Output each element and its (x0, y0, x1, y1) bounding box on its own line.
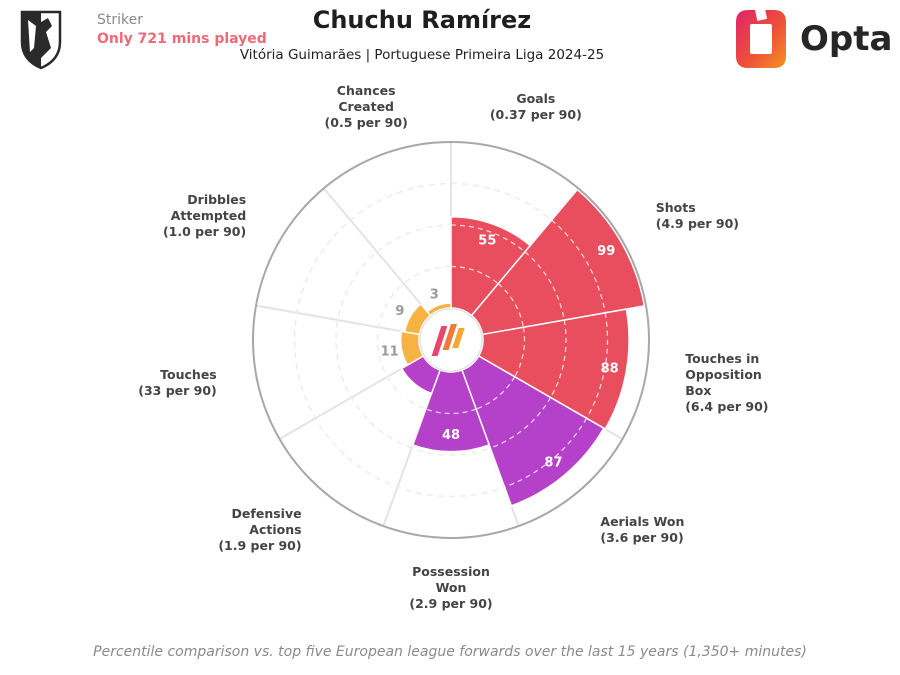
opta-brand: Opta (734, 8, 894, 70)
category-label: Aerials Won(3.6 per 90) (600, 514, 684, 545)
value-label: 99 (597, 244, 615, 259)
radar-spoke (255, 304, 420, 336)
category-per90: (6.4 per 90) (685, 399, 768, 414)
opta-brand-name: Opta (800, 19, 893, 59)
category-per90: (0.37 per 90) (490, 107, 582, 122)
category-per90: (2.9 per 90) (409, 596, 492, 611)
radar-spoke (322, 187, 432, 317)
category-name: Defensive (232, 506, 302, 521)
bar-grid-ring (475, 376, 516, 410)
value-label: 11 (381, 344, 399, 359)
bar-chances-created (426, 302, 452, 317)
bar-possession-won (411, 369, 491, 453)
value-label: 3 (430, 287, 439, 302)
bar-grid-ring (450, 265, 499, 285)
category-name: Goals (516, 91, 555, 106)
bar-grid-ring (504, 417, 588, 488)
category-name: Attempted (171, 208, 246, 223)
bar-grid-ring (524, 251, 565, 321)
club-crest (20, 10, 62, 70)
category-name: Actions (249, 522, 301, 537)
category-name: Shots (656, 200, 696, 215)
opta-logo-icon (736, 8, 786, 68)
category-name: Won (436, 580, 467, 595)
category-per90: (33 per 90) (138, 383, 217, 398)
category-label: Shots(4.9 per 90) (656, 200, 739, 231)
category-name: Touches (160, 367, 217, 382)
bar-aerials-won (460, 354, 605, 507)
bar-grid-ring (450, 224, 526, 253)
value-label: 87 (544, 456, 562, 471)
category-per90: (1.9 per 90) (218, 538, 301, 553)
percentile-radar-chart: 55 99 88 87 48 15 11 9 3 Goals(0.37 per 90) Shots… (138, 83, 768, 611)
category-per90: (1.0 per 90) (163, 224, 246, 239)
category-label: Goals(0.37 per 90) (490, 91, 582, 122)
bar-goals (450, 215, 532, 317)
player-position: Striker (97, 12, 143, 28)
chart-footnote: Percentile comparison vs. top five Europ… (93, 644, 807, 660)
radar-outer-ring (252, 141, 650, 539)
category-name: Possession (412, 564, 490, 579)
bar-grid-ring (514, 327, 526, 378)
player-name: Chuchu Ramírez (312, 6, 532, 34)
bar-grid-ring (585, 312, 609, 419)
bar-touches-in-opposition-box (477, 308, 630, 431)
minutes-played-note: Only 721 mins played (97, 31, 267, 47)
value-label: 88 (601, 361, 619, 376)
category-name: Aerials Won (600, 514, 684, 529)
bar-dribbles-attempted (403, 302, 432, 336)
category-name: Box (685, 383, 711, 398)
category-per90: (4.9 per 90) (656, 216, 739, 231)
value-label: 48 (442, 428, 460, 443)
bar-grid-ring (425, 408, 477, 415)
category-per90: (3.6 per 90) (600, 530, 683, 545)
value-label: 15 (398, 386, 416, 401)
category-name: Opposition (685, 367, 762, 382)
bar-grid-ring (551, 219, 606, 313)
category-label: Touches(33 per 90) (138, 367, 217, 398)
bar-defensive-actions (400, 354, 442, 395)
bar-grid-ring (550, 319, 567, 398)
category-per90: (0.5 per 90) (325, 115, 408, 130)
bar-grid-ring (497, 283, 525, 328)
value-label: 9 (395, 304, 404, 319)
center-logo-icon (431, 324, 465, 356)
category-name: Dribbles (187, 192, 246, 207)
category-name: Created (338, 99, 394, 114)
category-name: Touches in (685, 351, 759, 366)
bar-grid-ring (490, 397, 552, 449)
category-name: Chances (337, 83, 396, 98)
value-label: 55 (478, 234, 496, 249)
team-league-season: Vitória Guimarães | Portuguese Primeira … (239, 47, 605, 63)
